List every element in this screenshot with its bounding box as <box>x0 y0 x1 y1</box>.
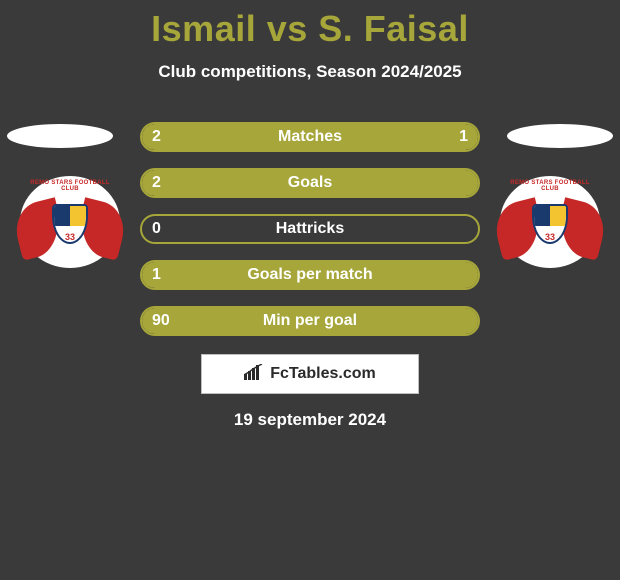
stat-row: 21Matches <box>140 122 480 152</box>
comparison-stats: 21Matches 2Goals 0Hattricks 1Goals per matc… <box>140 122 480 352</box>
infographic-root: Ismail vs S. Faisal Club competitions, S… <box>0 0 620 580</box>
footer-date: 19 september 2024 <box>0 410 620 430</box>
brand-box: FcTables.com <box>201 354 419 394</box>
badge-club-name: REMO STARS FOOTBALL CLUB <box>28 180 112 192</box>
brand-text: FcTables.com <box>270 365 376 383</box>
player-left-head-ellipse <box>7 124 113 148</box>
stat-label: Goals <box>142 170 478 196</box>
bar-chart-icon <box>244 364 264 385</box>
player-right-club-badge: REMO STARS FOOTBALL CLUB 33 <box>500 176 600 268</box>
stat-label: Min per goal <box>142 308 478 334</box>
stat-row: 90Min per goal <box>140 306 480 336</box>
page-subtitle: Club competitions, Season 2024/2025 <box>0 62 620 82</box>
player-left-club-badge: REMO STARS FOOTBALL CLUB 33 <box>20 176 120 268</box>
badge-number: 33 <box>500 232 600 242</box>
stat-row: 1Goals per match <box>140 260 480 290</box>
page-title: Ismail vs S. Faisal <box>0 0 620 50</box>
badge-number: 33 <box>20 232 120 242</box>
stat-label: Goals per match <box>142 262 478 288</box>
stat-row: 0Hattricks <box>140 214 480 244</box>
stat-label: Hattricks <box>142 216 478 242</box>
player-right-head-ellipse <box>507 124 613 148</box>
badge-club-name: REMO STARS FOOTBALL CLUB <box>508 180 592 192</box>
stat-label: Matches <box>142 124 478 150</box>
stat-row: 2Goals <box>140 168 480 198</box>
